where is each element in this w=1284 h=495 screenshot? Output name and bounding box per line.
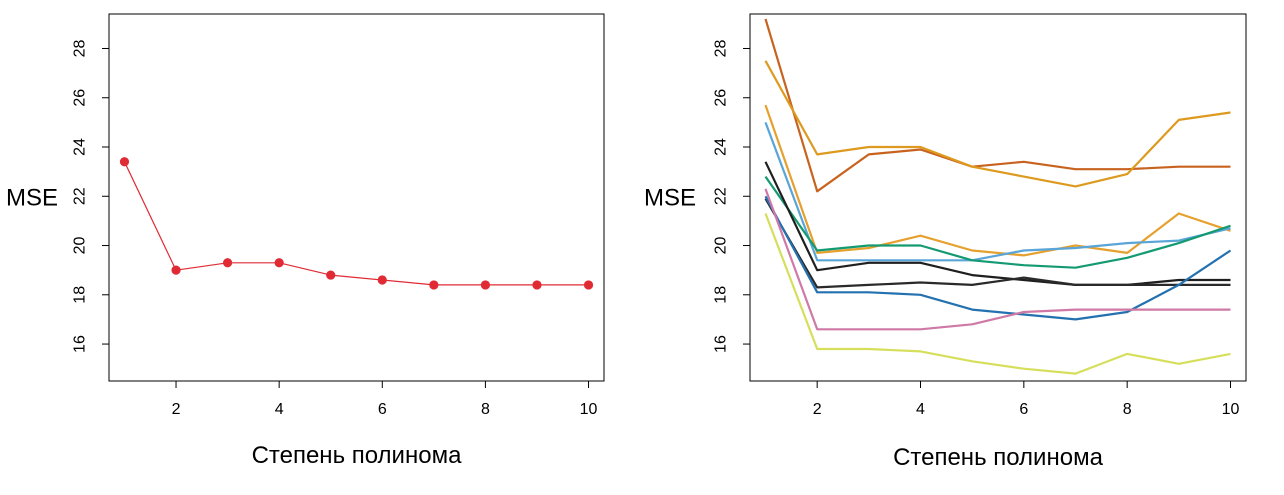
data-point [429,280,439,290]
y-tick-label: 28 [713,39,730,57]
series-line-8 [764,195,1232,321]
series-line-1 [764,18,1231,193]
y-tick-label: 24 [72,138,89,156]
y-tick-label: 20 [72,237,89,255]
data-point [326,270,336,280]
y-axis-label: MSE [6,185,58,212]
y-tick-label: 18 [713,286,730,304]
y-tick-label: 26 [713,89,730,107]
plot-frame [749,13,1247,382]
plot-frame [108,13,605,382]
x-tick-label: 8 [481,401,490,418]
series-line-9 [764,188,1231,331]
series-line-5 [764,175,1231,269]
x-axis-label: Степень полинома [252,442,463,469]
series-line-3 [764,104,1231,257]
x-tick-label: 4 [275,401,284,418]
x-tick-label: 6 [378,401,387,418]
x-tick-label: 4 [916,401,925,418]
y-tick-label: 24 [713,138,730,156]
data-point [171,265,181,275]
x-tick-label: 6 [1019,401,1028,418]
data-point [222,258,233,268]
series-line-1 [123,161,589,286]
y-axis-label: MSE [644,185,696,212]
data-point [119,157,130,167]
x-axis-label: Степень полинома [893,444,1104,471]
x-tick-label: 2 [813,401,822,418]
x-tick-label: 10 [580,401,598,418]
y-tick-label: 16 [72,335,89,353]
data-point [274,258,284,268]
data-point [583,280,594,290]
data-point [480,280,491,290]
series-line-6 [764,161,1231,286]
data-point [532,280,542,290]
series-line-7 [764,198,1231,289]
series-line-4 [764,122,1231,262]
series-line-2 [764,60,1231,188]
y-tick-label: 18 [72,286,89,304]
y-tick-label: 20 [713,237,730,255]
y-tick-label: 16 [713,335,730,353]
x-tick-label: 2 [172,401,181,418]
y-tick-label: 22 [72,187,89,205]
x-tick-label: 8 [1123,401,1132,418]
x-tick-label: 10 [1222,401,1240,418]
y-tick-label: 22 [713,187,730,205]
y-tick-label: 26 [72,89,89,107]
y-tick-label: 28 [72,39,89,57]
series-line-10 [764,213,1231,375]
data-point [377,275,387,285]
